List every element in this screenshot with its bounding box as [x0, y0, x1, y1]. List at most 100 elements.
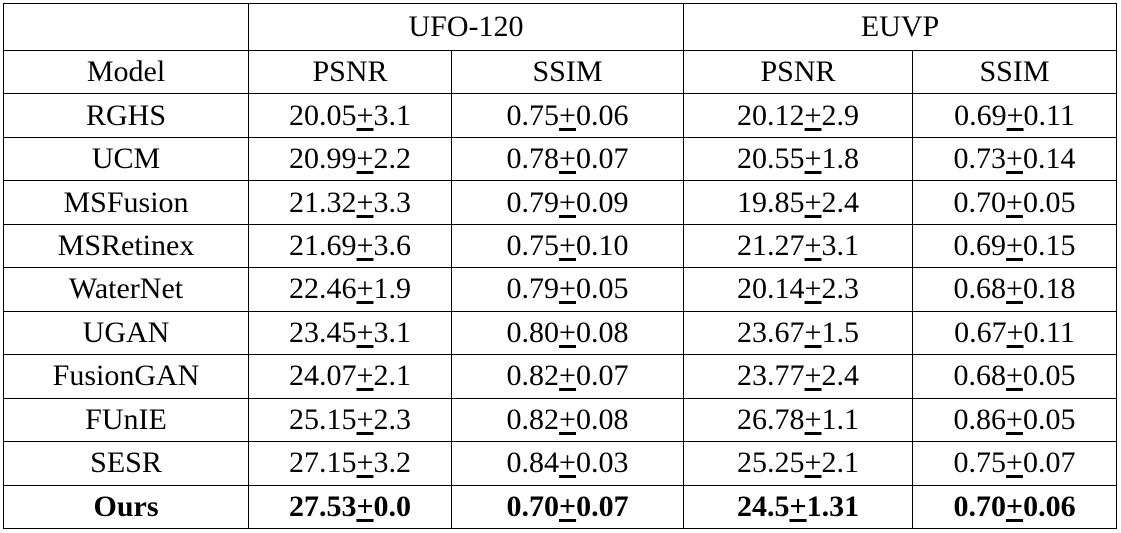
- metric-deviation: 1.5: [821, 315, 859, 349]
- plus-minus-sign: +: [804, 402, 822, 436]
- metric-deviation: 0.08: [575, 315, 629, 349]
- model-name-cell: MSFusion: [3, 180, 249, 225]
- metric-cell: 0.82+0.07: [450, 354, 685, 399]
- metric-cell: 23.45+3.1: [248, 310, 452, 356]
- metric-value: 24.07: [289, 359, 357, 393]
- metric-value: 0.69: [953, 229, 1007, 263]
- plus-minus-sign: +: [789, 489, 807, 523]
- metric-value: 21.27: [737, 229, 805, 263]
- metric-value: 21.69: [289, 229, 357, 263]
- plus-minus-sign: +: [559, 229, 576, 263]
- plus-minus-sign: +: [356, 402, 374, 436]
- metric-deviation: 0.05: [1022, 185, 1076, 219]
- model-name-cell: UGAN: [3, 310, 249, 356]
- metric-deviation: 1.1: [821, 402, 859, 436]
- model-name-cell: Ours: [3, 484, 249, 530]
- metric-value: 22.46: [289, 272, 357, 306]
- plus-minus-sign: +: [1006, 142, 1023, 176]
- metric-value: 23.77: [737, 359, 805, 393]
- metric-value: 0.86: [953, 402, 1007, 436]
- metric-cell: 0.68+0.05: [912, 354, 1118, 399]
- metric-cell: 25.15+2.3: [248, 397, 452, 443]
- metric-cell: 0.69+0.11: [912, 93, 1118, 138]
- metric-cell: 0.86+0.05: [912, 397, 1118, 443]
- metric-value: 0.79: [506, 272, 560, 306]
- plus-minus-sign: +: [559, 315, 576, 349]
- metric-deviation: 0.06: [575, 98, 629, 132]
- column-header-ssim: SSIM: [912, 49, 1118, 95]
- metric-deviation: 0.05: [575, 272, 629, 306]
- metric-deviation: 0.18: [1022, 272, 1076, 306]
- plus-minus-sign: +: [559, 359, 576, 393]
- model-name-cell: FusionGAN: [3, 354, 249, 399]
- plus-minus-sign: +: [804, 229, 822, 263]
- plus-minus-sign: +: [1006, 272, 1023, 306]
- metric-cell: 0.79+0.05: [450, 267, 685, 312]
- column-header-psnr: PSNR: [248, 49, 452, 95]
- plus-minus-sign: +: [356, 142, 374, 176]
- metric-deviation: 0.11: [1023, 98, 1075, 132]
- table-row: MSRetinex 21.69+3.6 0.75+0.10 21.27+3.1 0.69…: [3, 223, 1118, 269]
- metric-deviation: 0.07: [1022, 446, 1076, 480]
- column-header-psnr: PSNR: [683, 49, 914, 95]
- table-row: UGAN 23.45+3.1 0.80+0.08 23.67+1.5 0.67+0.11: [3, 310, 1118, 356]
- plus-minus-sign: +: [356, 98, 374, 132]
- plus-minus-sign: +: [356, 446, 374, 480]
- metric-cell: 20.05+3.1: [248, 93, 452, 138]
- metric-deviation: 3.1: [373, 98, 411, 132]
- metric-cell: 0.73+0.14: [912, 136, 1118, 182]
- plus-minus-sign: +: [804, 98, 822, 132]
- metric-cell: 24.07+2.1: [248, 354, 452, 399]
- metric-deviation: 2.4: [821, 359, 859, 393]
- metric-value: 24.5: [736, 489, 790, 523]
- metric-cell: 0.70+0.06: [912, 484, 1118, 530]
- metric-value: 19.85: [737, 185, 805, 219]
- plus-minus-sign: +: [558, 489, 577, 523]
- plus-minus-sign: +: [804, 446, 822, 480]
- plus-minus-sign: +: [356, 185, 374, 219]
- metric-deviation: 2.1: [821, 446, 859, 480]
- metric-value: 25.15: [289, 402, 357, 436]
- plus-minus-sign: +: [559, 272, 576, 306]
- table-row: Ours 27.53+0.0 0.70+0.07 24.5+1.31 0.70+0.06: [3, 484, 1118, 530]
- plus-minus-sign: +: [356, 489, 374, 523]
- metric-deviation: 2.2: [373, 142, 411, 176]
- dataset-header-ufo120: UFO-120: [247, 3, 685, 51]
- metric-value: 0.68: [953, 272, 1007, 306]
- metric-cell: 21.27+3.1: [683, 223, 914, 269]
- metric-deviation: 2.9: [821, 98, 859, 132]
- metric-value: 0.73: [953, 142, 1007, 176]
- metric-value: 20.12: [737, 98, 805, 132]
- metric-deviation: 3.1: [821, 229, 859, 263]
- metric-cell: 0.75+0.07: [912, 441, 1118, 486]
- metric-value: 0.75: [506, 98, 560, 132]
- metric-value: 20.14: [737, 272, 805, 306]
- metric-value: 25.25: [737, 446, 805, 480]
- metric-value: 21.32: [289, 185, 357, 219]
- metric-deviation: 3.1: [373, 315, 411, 349]
- model-name-cell: MSRetinex: [3, 223, 249, 269]
- metric-deviation: 3.3: [373, 185, 411, 219]
- plus-minus-sign: +: [356, 359, 374, 393]
- dataset-header-euvp: EUVP: [683, 3, 1118, 51]
- metric-cell: 0.80+0.08: [450, 310, 685, 356]
- metric-value: 0.67: [954, 315, 1007, 349]
- metric-cell: 24.5+1.31: [683, 484, 914, 530]
- metric-deviation: 0.05: [1022, 402, 1076, 436]
- table-row: MSFusion 21.32+3.3 0.79+0.09 19.85+2.4 0.70+…: [3, 180, 1118, 225]
- metric-header-row: Model PSNR SSIM PSNR SSIM: [3, 49, 1118, 95]
- metric-value: 20.55: [737, 142, 805, 176]
- metric-cell: 20.14+2.3: [683, 267, 914, 312]
- metric-value: 0.70: [953, 185, 1007, 219]
- metric-value: 0.84: [506, 446, 560, 480]
- plus-minus-sign: +: [559, 98, 576, 132]
- metric-deviation: 0.14: [1022, 142, 1076, 176]
- metric-value: 0.70: [506, 489, 559, 523]
- metric-cell: 20.12+2.9: [683, 93, 914, 138]
- results-table: UFO-120 EUVP Model PSNR SSIM PSNR SSIM R…: [3, 3, 1118, 530]
- metric-deviation: 0.06: [1023, 489, 1076, 523]
- model-name-cell: FUnIE: [3, 397, 249, 443]
- metric-cell: 23.67+1.5: [683, 310, 914, 356]
- metric-cell: 0.69+0.15: [912, 223, 1118, 269]
- metric-deviation: 1.9: [373, 272, 411, 306]
